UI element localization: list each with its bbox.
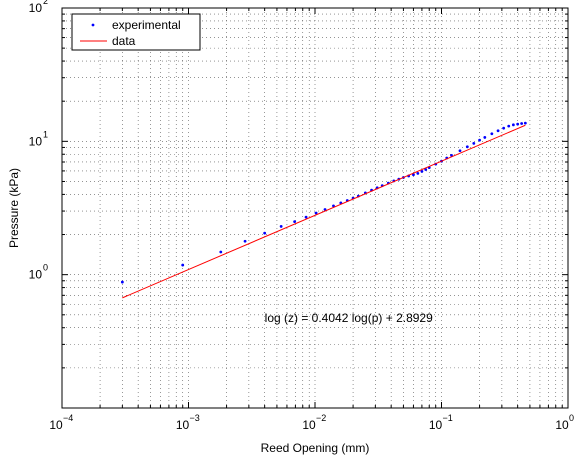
data-point xyxy=(420,169,424,173)
series-line-data xyxy=(122,124,526,299)
x-tick-label: 10 xyxy=(555,418,569,432)
series xyxy=(120,121,527,299)
data-point xyxy=(263,231,267,235)
x-tick-labels: 10 −4 10 −3 10 −2 10 −1 10 0 xyxy=(49,413,574,432)
grid xyxy=(62,8,568,408)
data-point xyxy=(120,280,124,284)
x-tick-label: 10 xyxy=(49,418,63,432)
data-point xyxy=(243,239,247,243)
legend-label-data: data xyxy=(112,34,136,48)
data-point xyxy=(293,220,297,224)
x-tick-label: 10 xyxy=(302,418,316,432)
legend: experimental data xyxy=(71,13,201,51)
data-point xyxy=(520,122,524,125)
legend-marker-experimental xyxy=(91,23,95,27)
data-point xyxy=(181,263,185,267)
data-point xyxy=(219,250,223,254)
legend-box xyxy=(71,13,201,51)
data-point xyxy=(314,211,318,215)
data-point xyxy=(507,124,511,128)
x-axis-label: Reed Opening (mm) xyxy=(261,441,370,455)
data-point xyxy=(279,225,283,228)
axis-ticks xyxy=(61,7,569,409)
x-tick-exponent: −4 xyxy=(63,413,73,423)
series-points-experimental xyxy=(120,121,527,284)
data-point xyxy=(516,122,520,126)
y-tick-label: 10 xyxy=(29,1,43,15)
data-point xyxy=(502,126,506,130)
data-point xyxy=(511,123,515,127)
data-point xyxy=(458,149,462,153)
annotation-equation: log (z) = 0.4042 log(p) + 2.8929 xyxy=(265,311,433,325)
data-point xyxy=(304,215,308,219)
data-point xyxy=(332,204,335,208)
data-point xyxy=(416,171,420,175)
legend-label-experimental: experimental xyxy=(112,18,181,32)
x-tick-exponent: −3 xyxy=(190,413,200,423)
data-point xyxy=(496,129,500,133)
y-tick-exponent: 0 xyxy=(43,263,48,273)
y-tick-label: 10 xyxy=(29,268,43,282)
data-point xyxy=(465,145,469,149)
x-tick-exponent: 0 xyxy=(569,413,574,423)
x-tick-label: 10 xyxy=(176,418,190,432)
y-tick-exponent: 2 xyxy=(43,0,48,6)
data-point xyxy=(478,138,481,142)
y-tick-exponent: 1 xyxy=(43,129,48,139)
x-tick-label: 10 xyxy=(429,418,443,432)
y-axis-label: Pressure (kPa) xyxy=(7,168,21,248)
y-tick-label: 10 xyxy=(29,134,43,148)
data-point xyxy=(424,168,428,171)
data-point xyxy=(483,136,487,139)
x-tick-exponent: −2 xyxy=(316,413,326,423)
data-point xyxy=(472,141,476,145)
data-point xyxy=(523,121,527,125)
data-point xyxy=(490,132,494,136)
x-tick-exponent: −1 xyxy=(443,413,453,423)
